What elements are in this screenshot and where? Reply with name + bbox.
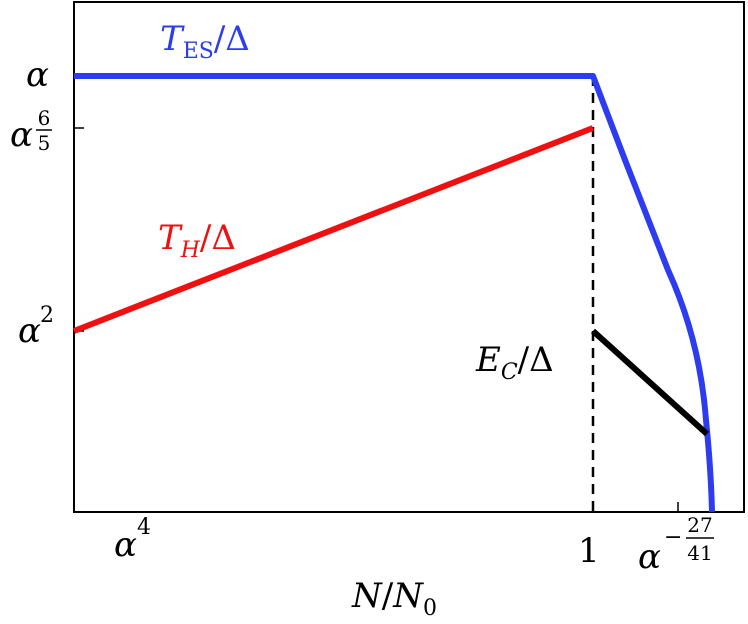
svg-text:α: α bbox=[638, 537, 661, 577]
series-line-th bbox=[72, 125, 595, 334]
svg-text:α: α bbox=[18, 311, 41, 351]
x-axis-label: N/N0 bbox=[351, 576, 437, 621]
plot-frame bbox=[73, 1, 745, 513]
svg-text:5: 5 bbox=[38, 131, 51, 155]
x-tick-label-1: 1 bbox=[578, 531, 600, 571]
series-line-ec bbox=[590, 328, 710, 437]
svg-text:2: 2 bbox=[40, 303, 54, 328]
svg-text:α: α bbox=[114, 525, 137, 565]
x-tick-label-alpha-neg-27-41: α − 27 41 bbox=[638, 513, 714, 577]
svg-text:6: 6 bbox=[38, 106, 51, 130]
svg-text:4: 4 bbox=[137, 515, 151, 540]
x-tick-label-alpha-4: α 4 bbox=[114, 515, 151, 565]
series-line-tes bbox=[74, 73, 715, 513]
svg-text:−: − bbox=[664, 525, 682, 550]
series-label-tes: TES/Δ bbox=[160, 19, 250, 64]
y-ticks bbox=[74, 75, 84, 332]
svg-text:41: 41 bbox=[687, 541, 712, 565]
series-label-th: TH/Δ bbox=[158, 218, 236, 263]
y-tick-label-alpha-6-5: α 6 5 bbox=[10, 106, 52, 155]
svg-text:α: α bbox=[10, 115, 33, 155]
svg-text:27: 27 bbox=[687, 513, 712, 537]
series-label-ec: EC/Δ bbox=[475, 340, 554, 385]
y-tick-label-alpha: α bbox=[26, 55, 49, 95]
y-tick-label-alpha-2: α 2 bbox=[18, 303, 54, 351]
